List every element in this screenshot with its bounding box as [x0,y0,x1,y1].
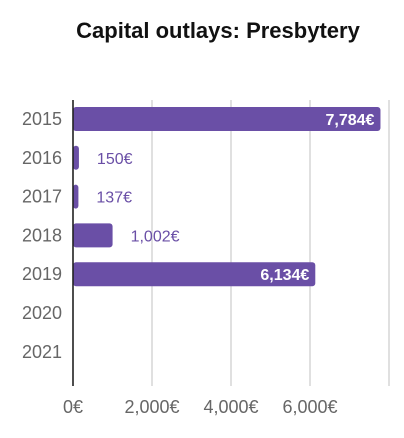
category-labels: 2015 2016 2017 2018 2019 2020 2021 [22,109,62,362]
value-label: 6,134€ [260,267,309,284]
category-label: 2015 [22,109,62,129]
x-tick-label: 2,000€ [124,397,179,417]
category-label: 2016 [22,148,62,168]
bars [73,107,381,287]
category-label: 2018 [22,225,62,245]
x-tick-label: 4,000€ [203,397,258,417]
category-label: 2019 [22,264,62,284]
bar [73,107,381,131]
value-label: 150€ [97,151,133,168]
bar [73,262,316,287]
category-label: 2020 [22,303,62,323]
value-label: 7,784€ [326,112,375,129]
x-tick-label: 0€ [63,397,83,417]
bar [73,223,113,248]
chart-title: Capital outlays: Presbytery [76,18,360,43]
bar [73,145,79,170]
x-tick-labels: 0€ 2,000€ 4,000€ 6,000€ [63,397,338,417]
bar [73,184,79,209]
value-label: 1,002€ [131,228,180,245]
value-labels: 7,784€ 150€ 137€ 1,002€ 6,134€ [96,112,374,284]
gridlines [151,100,390,386]
x-tick-label: 6,000€ [282,397,337,417]
category-label: 2017 [22,187,62,207]
category-label: 2021 [22,342,62,362]
value-label: 137€ [96,190,132,207]
